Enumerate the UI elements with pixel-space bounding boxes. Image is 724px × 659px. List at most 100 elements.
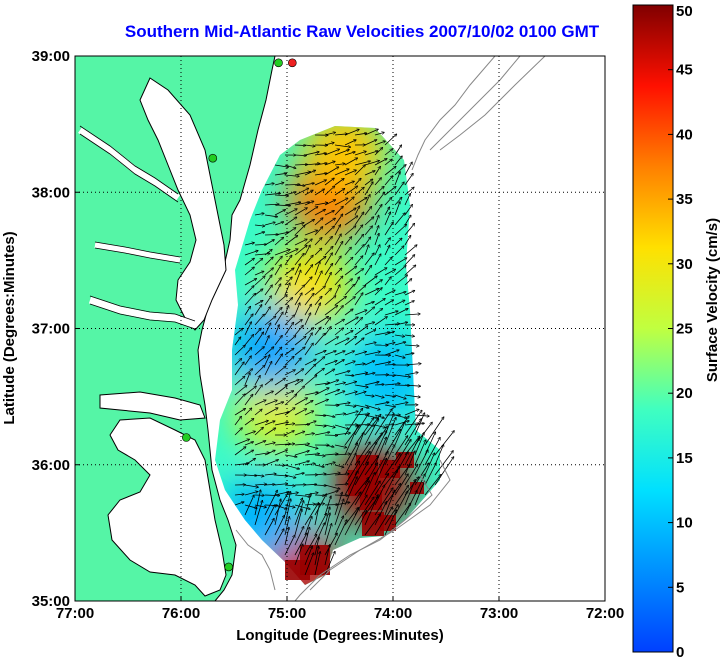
velocity-arrow: [334, 214, 343, 226]
velocity-arrow: [374, 254, 381, 266]
velocity-arrow: [364, 382, 379, 386]
velocity-arrow: [294, 380, 303, 386]
grid-lines: [75, 56, 605, 601]
velocity-arrow: [284, 249, 298, 256]
velocity-arrow: [404, 291, 415, 296]
velocity-arrow: [344, 186, 358, 196]
velocity-arrow: [384, 187, 396, 196]
velocity-arrow: [384, 324, 400, 325]
velocity-arrow: [354, 373, 368, 376]
velocity-arrow: [344, 208, 356, 216]
velocity-arrow: [354, 187, 364, 196]
colorbar-tick-label: 5: [676, 579, 684, 596]
velocity-arrow: [324, 253, 332, 266]
velocity-arrow: [264, 490, 277, 516]
velocity-arrow: [354, 133, 367, 136]
velocity-arrow: [394, 246, 404, 256]
velocity-arrow: [304, 464, 315, 466]
velocity-arrow: [334, 268, 342, 276]
velocity-arrow: [284, 395, 297, 406]
station-marker: [287, 58, 297, 68]
velocity-arrow: [334, 134, 348, 135]
rappahannock-river: [94, 242, 181, 263]
x-tick-label: 75:00: [268, 605, 306, 622]
velocity-arrow: [354, 432, 364, 456]
velocity-arrow: [304, 313, 311, 326]
velocity-arrow: [404, 372, 418, 376]
velocity-arrow: [384, 149, 393, 156]
velocity-arrow: [344, 140, 356, 146]
velocity-arrow: [264, 519, 274, 536]
velocity-arrow: [324, 524, 332, 546]
velocity-arrow: [294, 358, 301, 366]
velocity-arrow: [364, 342, 376, 346]
velocity-arrow: [354, 511, 367, 536]
colorbar-tick-label: 15: [676, 450, 693, 467]
velocity-arrow: [384, 277, 391, 286]
velocity-arrow: [314, 383, 330, 386]
velocity-arrow: [334, 338, 349, 346]
velocity-arrow: [344, 453, 356, 476]
velocity-arrow: [314, 248, 322, 256]
velocity-arrow: [294, 155, 306, 156]
velocity-arrow: [274, 499, 281, 526]
velocity-arrow: [364, 140, 377, 146]
velocity-arrow: [394, 292, 406, 296]
velocity-arrow: [334, 296, 346, 306]
velocity-arrow: [344, 237, 352, 246]
x-axis-title: Longitude (Degrees:Minutes): [236, 627, 444, 644]
velocity-arrow: [414, 463, 429, 486]
colorbar-tick-label: 10: [676, 515, 693, 532]
velocity-arrow: [314, 286, 325, 296]
velocity-arrow: [354, 404, 369, 408]
velocity-arrow: [304, 359, 316, 366]
velocity-arrow: [374, 186, 384, 196]
velocity-arrow: [314, 523, 325, 546]
velocity-arrow: [354, 310, 367, 316]
velocity-arrow: [304, 411, 314, 416]
velocity-arrow: [374, 233, 379, 246]
velocity-arrow: [314, 303, 320, 316]
velocity-arrow: [394, 182, 404, 196]
velocity-arrow: [284, 391, 294, 396]
velocity-arrow: [324, 237, 332, 246]
y-tick-label: 35:00: [32, 593, 70, 610]
velocity-arrow: [364, 182, 373, 196]
velocity-arrow: [264, 240, 274, 246]
velocity-arrow: [294, 461, 309, 466]
velocity-arrow: [424, 453, 435, 476]
velocity-arrow: [344, 477, 357, 506]
velocity-arrow: [404, 345, 419, 346]
velocity-arrow: [344, 317, 358, 326]
velocity-arrow: [394, 342, 406, 346]
velocity-arrow: [394, 202, 400, 216]
velocity-arrow: [294, 509, 302, 536]
velocity-arrow: [334, 206, 343, 216]
velocity-arrow: [384, 470, 397, 496]
velocity-arrow: [364, 481, 380, 506]
velocity-arrow: [344, 351, 354, 356]
velocity-arrow: [334, 351, 345, 356]
x-tick-label: 72:00: [586, 605, 624, 622]
velocity-arrow: [304, 504, 315, 505]
velocity-arrow: [274, 529, 284, 546]
velocity-arrow: [304, 333, 312, 346]
velocity-arrow: [264, 214, 278, 217]
velocity-arrow: [344, 492, 361, 516]
velocity-arrow: [274, 284, 281, 296]
velocity-arrow: [364, 373, 375, 376]
velocity-arrow: [354, 225, 363, 236]
velocity-arrow: [394, 436, 408, 456]
map-title: Southern Mid-Atlantic Raw Velocities 200…: [124, 22, 600, 41]
velocity-arrow: [314, 261, 320, 276]
velocity-arrow: [294, 444, 309, 445]
velocity-arrow: [334, 403, 350, 406]
velocity-arrow: [334, 241, 343, 256]
velocity-arrow: [374, 141, 385, 146]
velocity-arrow: [274, 366, 286, 376]
velocity-arrow: [334, 499, 344, 526]
velocity-arrow: [364, 237, 371, 246]
colorbar-tick-label: 45: [676, 62, 693, 79]
velocity-arrow: [434, 431, 454, 456]
velocity-arrow: [274, 450, 287, 456]
